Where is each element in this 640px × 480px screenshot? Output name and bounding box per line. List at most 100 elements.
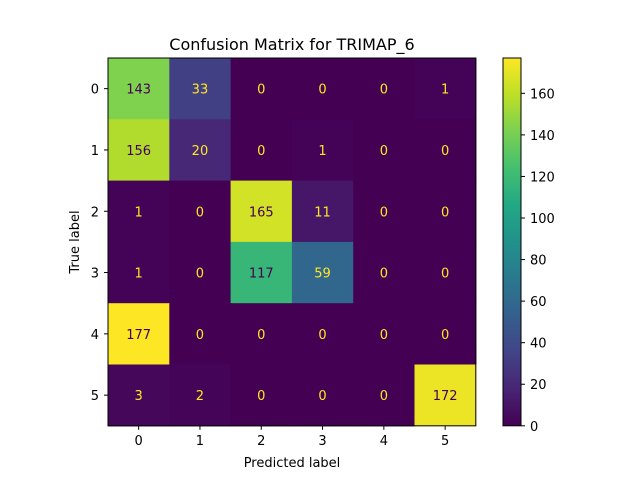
x-axis-label: Predicted label — [244, 456, 341, 471]
cell-value-label: 1 — [441, 83, 449, 98]
cell-value-label: 0 — [380, 83, 388, 98]
cell-value-label: 1 — [318, 144, 326, 159]
heatmap-cell — [169, 58, 232, 120]
heatmap-cell — [353, 119, 416, 182]
colorbar-tick-label: 0 — [530, 420, 538, 435]
cell-value-label: 0 — [257, 389, 265, 404]
heatmap-cell — [230, 303, 293, 366]
cell-value-label: 11 — [314, 205, 331, 220]
y-tick-label: 5 — [91, 389, 99, 404]
colorbar-tick-label: 120 — [530, 170, 555, 185]
x-axis-ticks: 0 1 2 3 4 5 — [135, 425, 449, 449]
cell-value-label: 3 — [135, 389, 143, 404]
heatmap-cell — [291, 180, 354, 243]
cell-value-label: 0 — [318, 83, 326, 98]
cell-value-label: 117 — [249, 267, 274, 282]
cell-value-label: 0 — [441, 205, 449, 220]
cell-value-label: 177 — [126, 328, 151, 343]
cell-value-label: 172 — [433, 389, 458, 404]
colorbar-tick-label: 40 — [530, 337, 547, 352]
heatmap-cell — [230, 241, 293, 304]
cell-value-label: 0 — [441, 144, 449, 159]
cell-value-label: 0 — [380, 267, 388, 282]
colorbar-tick-label: 80 — [530, 254, 547, 269]
heatmap-cell — [108, 241, 170, 304]
heatmap-cell — [353, 241, 416, 304]
y-axis-label: True label — [68, 210, 83, 274]
heatmap-cell — [230, 180, 293, 243]
cell-value-label: 1 — [135, 267, 143, 282]
heatmap-cell — [414, 241, 477, 304]
colorbar — [502, 57, 522, 427]
heatmap-cell — [353, 303, 416, 366]
colorbar-tick-label: 60 — [530, 295, 547, 310]
chart-title: Confusion Matrix for TRIMAP_6 — [169, 35, 414, 55]
cell-value-label: 0 — [318, 389, 326, 404]
heatmap-cell — [291, 241, 354, 304]
colorbar-tick-label: 140 — [530, 129, 555, 144]
x-tick-label: 4 — [380, 434, 388, 449]
y-tick-label: 1 — [91, 144, 99, 159]
heatmap-cell — [169, 303, 232, 366]
heatmap-cell — [414, 180, 477, 243]
heatmap-cell — [353, 180, 416, 243]
heatmap-cell — [108, 303, 170, 366]
heatmap-cell — [414, 119, 477, 182]
colorbar-tick-label: 100 — [530, 212, 555, 227]
heatmap-cell — [414, 364, 477, 427]
cell-value-label: 33 — [192, 83, 209, 98]
cell-value-label: 143 — [126, 83, 151, 98]
cell-value-label: 165 — [249, 205, 274, 220]
heatmap-cell — [353, 364, 416, 427]
y-tick-label: 3 — [91, 267, 99, 282]
cell-value-label: 20 — [192, 144, 209, 159]
cell-value-label: 0 — [196, 205, 204, 220]
heatmap-cell — [108, 180, 170, 243]
heatmap-cell — [108, 58, 170, 120]
cell-value-label: 156 — [126, 144, 151, 159]
heatmap-cell — [169, 364, 232, 427]
y-axis-ticks: 0 1 2 3 4 5 — [91, 83, 108, 404]
heatmap-cell — [291, 364, 354, 427]
cell-value-label: 0 — [257, 83, 265, 98]
heatmap-cell — [291, 303, 354, 366]
heatmap-cell — [169, 241, 232, 304]
heatmap-cell — [291, 119, 354, 182]
cell-value-label: 0 — [380, 328, 388, 343]
y-tick-label: 4 — [91, 328, 99, 343]
cell-value-label: 0 — [441, 328, 449, 343]
plot-frame — [107, 57, 477, 427]
cell-value-label: 0 — [441, 267, 449, 282]
x-tick-label: 3 — [318, 434, 326, 449]
heatmap-cell — [291, 58, 354, 120]
heatmap-cell — [108, 119, 170, 182]
colorbar-tick-label: 20 — [530, 378, 547, 393]
x-tick-label: 0 — [135, 434, 143, 449]
x-tick-label: 1 — [196, 434, 204, 449]
heatmap-cell — [353, 58, 416, 120]
cell-value-label: 0 — [257, 328, 265, 343]
cell-value-label: 59 — [314, 267, 331, 282]
cell-value-label: 0 — [380, 389, 388, 404]
cell-value-label: 0 — [257, 144, 265, 159]
x-tick-label: 2 — [257, 434, 265, 449]
cell-value-label: 0 — [196, 267, 204, 282]
cell-value-label: 2 — [196, 389, 204, 404]
colorbar-tick-label: 160 — [530, 87, 555, 102]
cell-value-label: 0 — [380, 144, 388, 159]
cell-value-label: 1 — [135, 205, 143, 220]
y-tick-label: 2 — [91, 205, 99, 220]
heatmap-cell — [230, 364, 293, 427]
y-tick-label: 0 — [91, 83, 99, 98]
cell-value-label: 0 — [318, 328, 326, 343]
heatmap-cell — [169, 180, 232, 243]
cell-value-label: 0 — [380, 205, 388, 220]
heatmap-cell — [414, 303, 477, 366]
heatmap-cell — [169, 119, 232, 182]
x-tick-label: 5 — [441, 434, 449, 449]
heatmap-cell — [230, 119, 293, 182]
heatmap-cell — [230, 58, 293, 120]
heatmap-cell — [414, 58, 477, 120]
